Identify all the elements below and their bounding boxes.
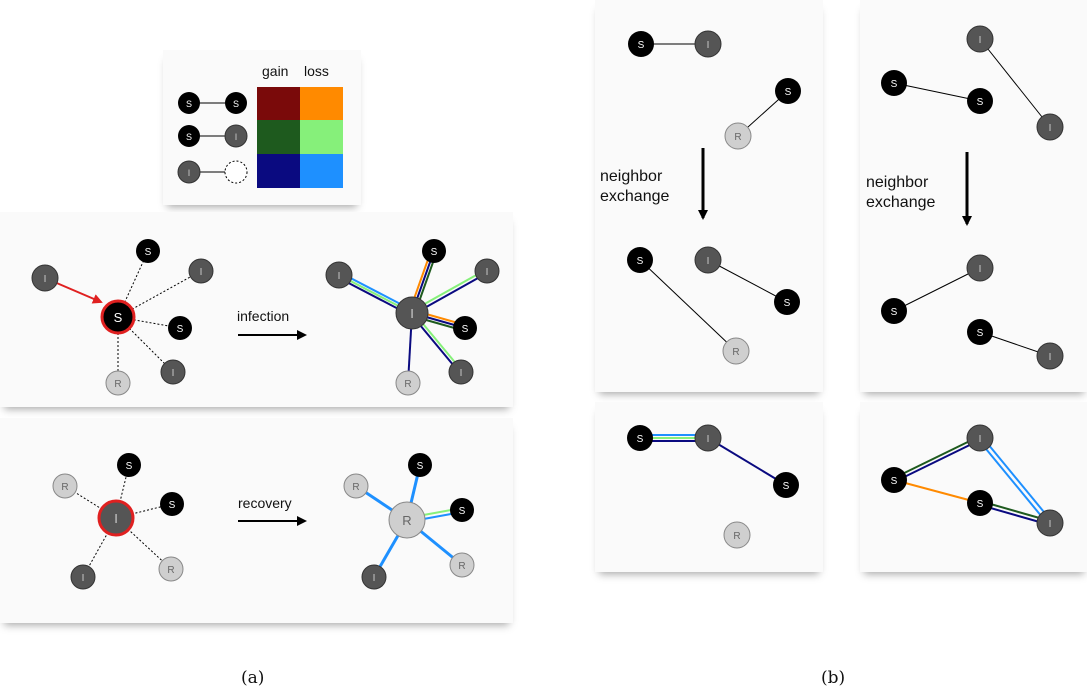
node-label: I bbox=[707, 434, 710, 445]
node-label: I bbox=[44, 274, 47, 285]
node-label: I bbox=[82, 573, 85, 584]
exchange-right-label-line2: exchange bbox=[866, 194, 935, 211]
node-label: R bbox=[458, 561, 465, 572]
node-label: S bbox=[891, 79, 898, 90]
node-label: I bbox=[373, 573, 376, 584]
legend-i-gain-swatch bbox=[257, 154, 300, 188]
node-label: I bbox=[114, 511, 118, 526]
node-label: S bbox=[977, 328, 984, 339]
node-label: R bbox=[404, 379, 411, 390]
legend-loss-header: loss bbox=[304, 63, 329, 79]
node-label: S bbox=[177, 324, 184, 335]
node-label: S bbox=[186, 132, 192, 142]
node-label: R bbox=[733, 531, 740, 542]
node-label: S bbox=[145, 247, 152, 258]
infection-arrow: infection bbox=[237, 308, 307, 340]
node-label: I bbox=[707, 40, 710, 51]
node-label: I bbox=[1049, 352, 1052, 363]
recovery-before: R S S R I I bbox=[52, 453, 184, 590]
node-label: S bbox=[785, 87, 792, 98]
exchange-right-before: I S S I bbox=[881, 25, 1064, 141]
legend-si-loss-swatch bbox=[300, 120, 343, 154]
exchange-left-arrow: neighbor exchange bbox=[600, 148, 708, 220]
node-label: S bbox=[431, 247, 438, 258]
node-label: R bbox=[114, 379, 121, 390]
node-label: I bbox=[200, 267, 203, 278]
infection-after: I S I S I R I bbox=[325, 239, 500, 396]
node-label: I bbox=[235, 132, 238, 142]
caption-a: (a) bbox=[241, 668, 265, 688]
node-label: S bbox=[977, 97, 984, 108]
node-label: S bbox=[638, 40, 645, 51]
node-label: S bbox=[417, 461, 424, 472]
node-label: S bbox=[233, 99, 239, 109]
node-label: I bbox=[172, 368, 175, 379]
node-label: S bbox=[462, 324, 469, 335]
exchange-left-result: S I S R bbox=[627, 424, 799, 549]
node-label: S bbox=[891, 476, 898, 487]
node-label: S bbox=[459, 506, 466, 517]
legend: gain loss S S S I I bbox=[177, 63, 343, 188]
node-label: I bbox=[486, 267, 489, 278]
exchange-left-before: S I S R bbox=[628, 30, 801, 150]
node-label: S bbox=[186, 99, 192, 109]
node-label: R bbox=[402, 513, 411, 528]
legend-row-ss: S S bbox=[178, 92, 247, 114]
exchange-right-arrow: neighbor exchange bbox=[866, 152, 972, 226]
node-label: S bbox=[977, 499, 984, 510]
node-label: I bbox=[460, 368, 463, 379]
node-label: R bbox=[734, 132, 741, 143]
caption-b: (b) bbox=[821, 668, 846, 688]
recovery-label: recovery bbox=[238, 495, 292, 511]
node-label: S bbox=[891, 307, 898, 318]
node-label: I bbox=[979, 264, 982, 275]
node-label: S bbox=[784, 298, 791, 309]
exchange-left-label-line2: exchange bbox=[600, 188, 669, 205]
recovery-after: R S S R I R bbox=[343, 453, 475, 590]
legend-gain-header: gain bbox=[262, 63, 288, 79]
node-label: R bbox=[167, 565, 174, 576]
node-label: R bbox=[352, 482, 359, 493]
node-label: S bbox=[637, 434, 644, 445]
legend-i-loss-swatch bbox=[300, 154, 343, 188]
node-label: I bbox=[707, 256, 710, 267]
infection-before: I S I S I R S bbox=[31, 239, 214, 396]
node-label: R bbox=[61, 482, 68, 493]
node-label: I bbox=[979, 35, 982, 46]
node-label: S bbox=[114, 310, 123, 325]
recovery-arrow: recovery bbox=[238, 495, 307, 526]
legend-si-gain-swatch bbox=[257, 120, 300, 154]
node-label: S bbox=[126, 461, 133, 472]
exchange-left-after: S I S R bbox=[627, 246, 800, 365]
legend-row-si: S I bbox=[178, 124, 248, 148]
node-label: S bbox=[169, 500, 176, 511]
node-label: S bbox=[783, 481, 790, 492]
node-label: R bbox=[732, 347, 739, 358]
legend-row-i-removed: I bbox=[177, 160, 248, 184]
exchange-left-label-line1: neighbor bbox=[600, 168, 663, 185]
infection-label: infection bbox=[237, 308, 289, 324]
node-label: I bbox=[1049, 123, 1052, 134]
node-label: I bbox=[188, 168, 191, 178]
exchange-left-panel bbox=[595, 0, 823, 392]
node-label: S bbox=[637, 256, 644, 267]
exchange-right-after: I S S I bbox=[881, 254, 1064, 370]
node-label: I bbox=[1049, 519, 1052, 530]
legend-ss-gain-swatch bbox=[257, 87, 300, 120]
legend-ss-loss-swatch bbox=[300, 87, 343, 120]
exchange-right-label-line1: neighbor bbox=[866, 174, 929, 191]
node-label: I bbox=[979, 434, 982, 445]
node-label: I bbox=[410, 306, 414, 321]
exchange-right-result: I S S I bbox=[881, 424, 1064, 537]
node-label: I bbox=[338, 271, 341, 282]
